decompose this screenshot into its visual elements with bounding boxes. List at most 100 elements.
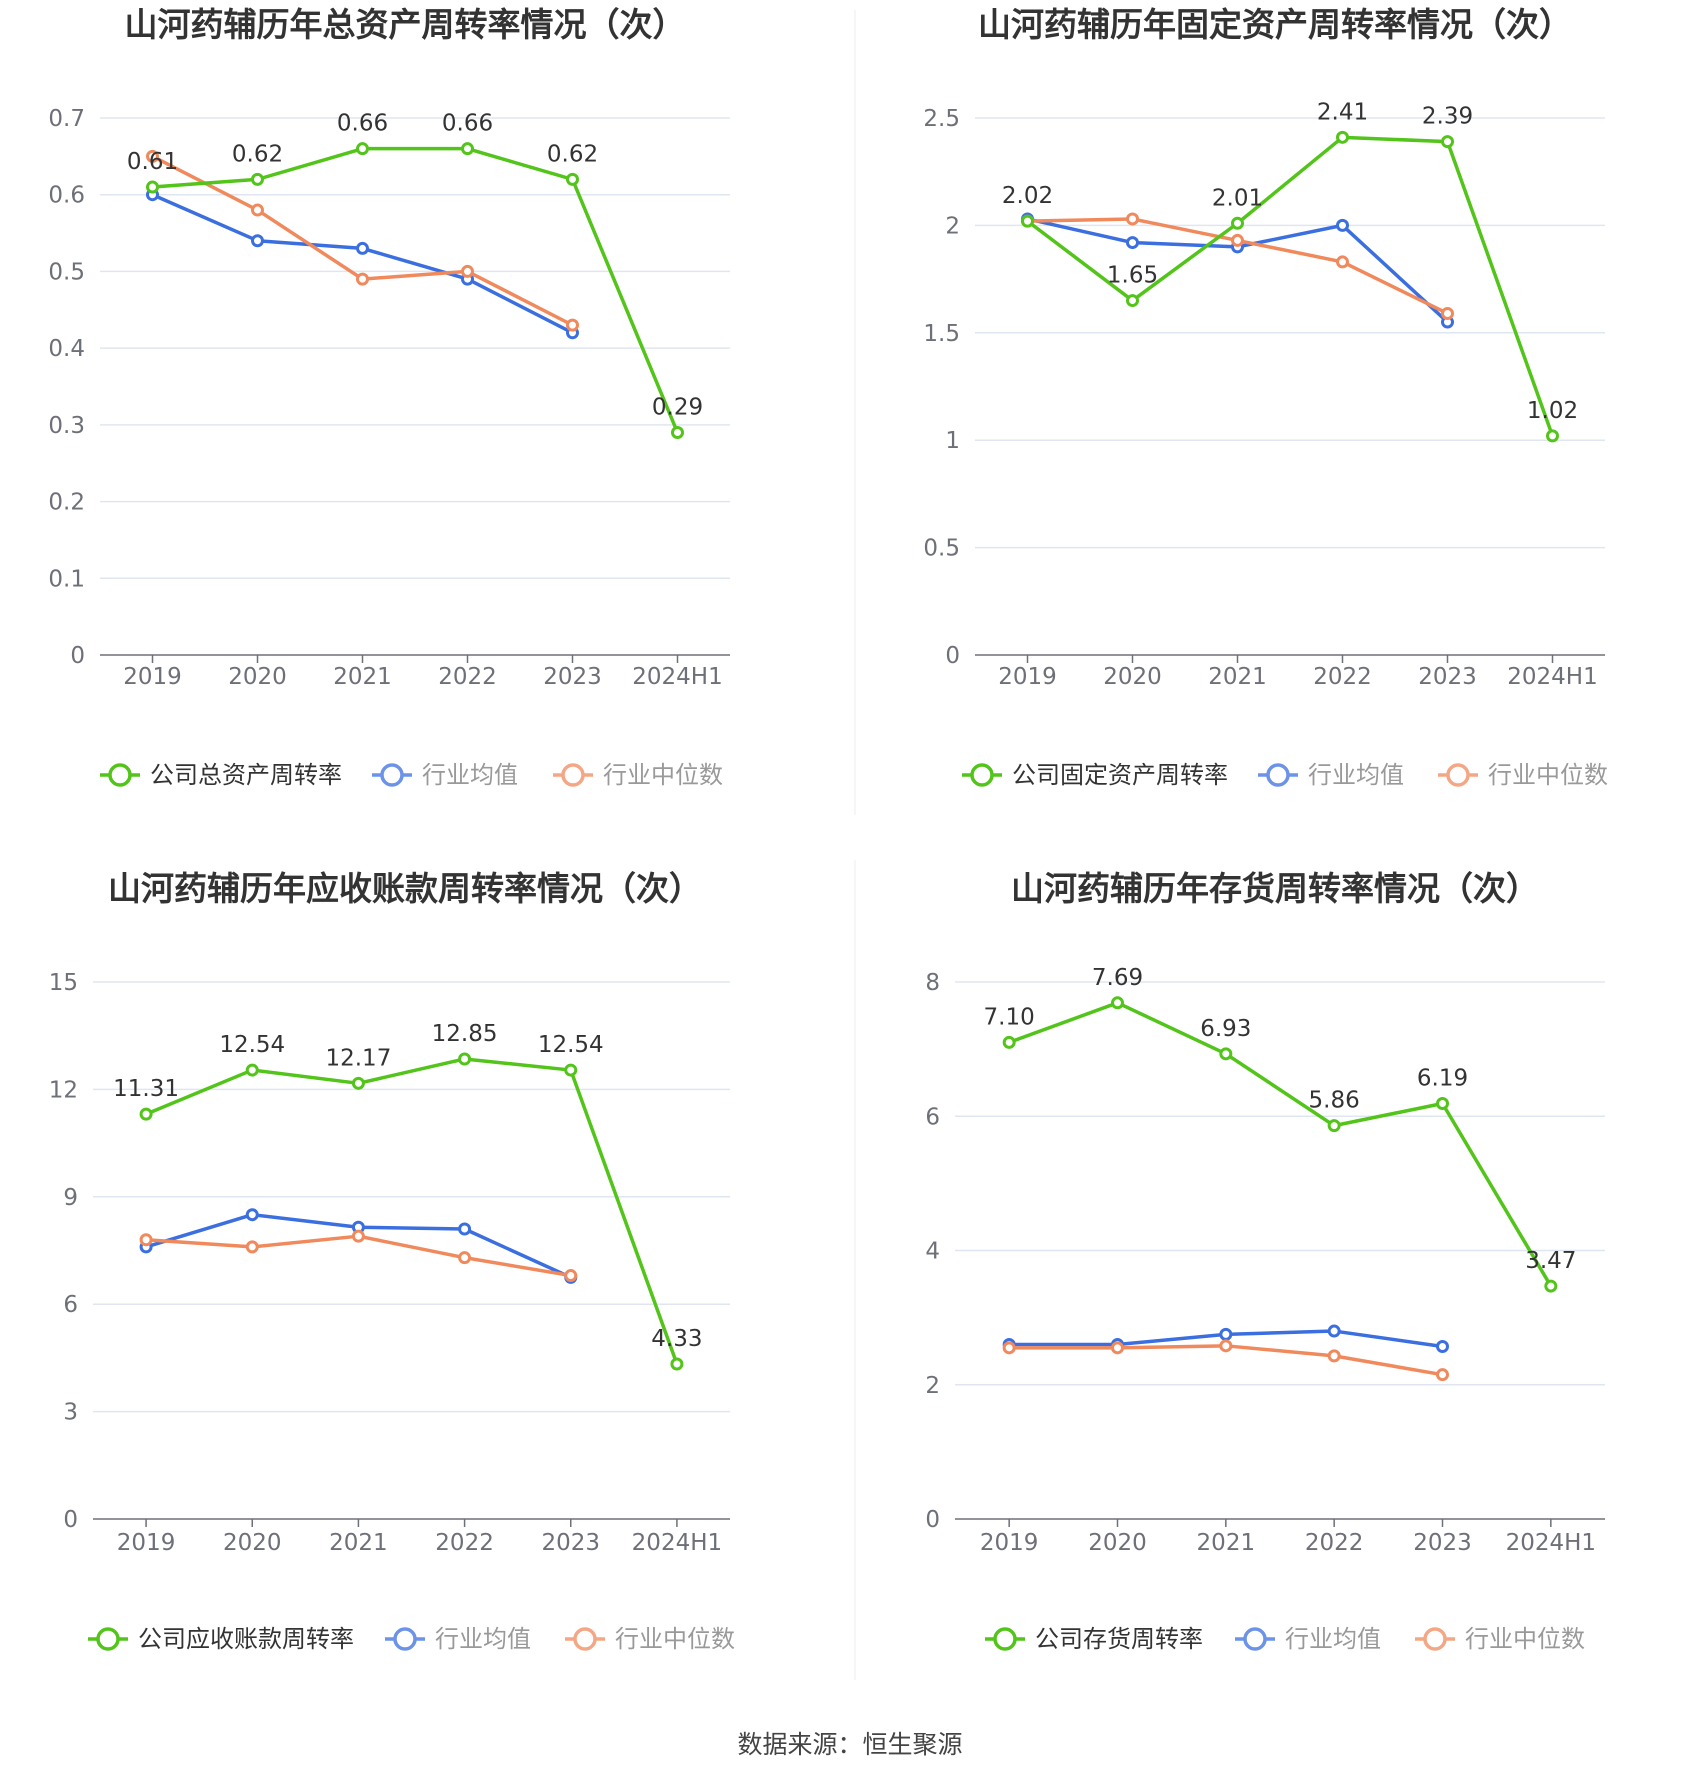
data-label: 6.93 [1200,1016,1251,1042]
y-tick-label: 0 [70,643,85,669]
x-tick-label: 2021 [333,664,392,690]
data-point-median [146,149,159,163]
series-line-company [145,1057,679,1365]
legend-label: 行业中位数 [1488,761,1608,789]
data-point-company [458,1052,472,1066]
x-tick-label: 2024H1 [1506,1530,1596,1556]
x-tick-label: 2022 [438,664,497,690]
chart-title: 山河药辅历年应收账款周转率情况（次） [108,869,702,908]
legend-item-company: 公司存货周转率 [985,1625,1203,1653]
data-label: 3.47 [1525,1248,1576,1274]
data-point-median [1231,233,1244,247]
data-point-company [1021,214,1034,228]
data-label: 2.39 [1422,104,1473,130]
legend-label: 公司固定资产周转率 [1012,761,1228,789]
chart-title: 山河药辅历年总资产周转率情况（次） [125,5,686,44]
legend-swatch-marker [1243,1627,1267,1651]
legend-swatch-marker [96,1627,120,1651]
data-label: 12.54 [538,1032,604,1058]
x-tick-label: 2021 [329,1530,388,1556]
data-point-median [1111,1341,1124,1355]
x-tick-label: 2022 [1313,664,1372,690]
legend-item-company: 公司固定资产周转率 [962,761,1228,789]
x-tick-label: 2019 [123,664,182,690]
data-point-company [251,172,264,186]
legend-label: 行业中位数 [603,761,723,789]
legend-item-median: 行业中位数 [1438,761,1608,789]
data-point-median [356,272,369,286]
data-point-median [564,1269,578,1283]
data-point-company [564,1063,578,1077]
legend-item-company: 公司总资产周转率 [100,761,342,789]
legend-swatch-marker [970,763,994,787]
data-point-median [245,1240,259,1254]
data-point-company [670,1357,684,1371]
data-label: 1.02 [1527,398,1578,424]
y-tick-label: 0 [63,1507,78,1533]
x-tick-label: 2023 [541,1530,600,1556]
data-point-avg [1336,218,1349,232]
data-point-median [351,1229,365,1243]
legend-item-avg: 行业均值 [385,1625,531,1653]
x-tick-label: 2023 [1413,1530,1472,1556]
data-point-median [1336,255,1349,269]
x-tick-label: 2019 [998,664,1057,690]
series-line-avg [151,193,574,335]
data-point-median [461,264,474,278]
y-tick-label: 0.1 [48,566,85,592]
y-tick-label: 9 [63,1185,78,1211]
y-tick-label: 2 [925,1373,940,1399]
chart-title: 山河药辅历年固定资产周转率情况（次） [978,5,1572,44]
data-label: 12.17 [325,1045,391,1071]
data-point-avg [458,1222,472,1236]
legend-label: 公司存货周转率 [1035,1625,1203,1653]
data-label: 12.85 [432,1021,498,1047]
data-label: 2.01 [1212,185,1263,211]
y-tick-label: 0.3 [48,413,85,439]
y-tick-label: 0.2 [48,490,85,516]
data-point-avg [1219,1327,1233,1341]
data-point-median [1327,1349,1341,1363]
data-point-company [245,1063,259,1077]
data-label: 7.10 [984,1004,1035,1030]
legend-label: 行业中位数 [615,1625,735,1653]
legend-label: 行业均值 [1285,1625,1381,1653]
data-label: 5.86 [1309,1088,1360,1114]
x-tick-label: 2020 [228,664,287,690]
data-point-avg [1436,1339,1449,1353]
y-tick-label: 0 [925,1507,940,1533]
x-tick-label: 2022 [435,1530,494,1556]
series-line-company [1008,1001,1553,1287]
series-line-company [1026,135,1555,437]
y-tick-label: 8 [925,970,940,996]
data-point-company [1219,1047,1233,1061]
chart-panel-2: 山河药辅历年固定资产周转率情况（次） 0 0.5 1 1.5 2 2.5 2019 2020 20… [923,5,1608,789]
legend-swatch-marker [108,763,132,787]
data-point-avg [356,241,369,255]
data-label: 0.66 [337,111,388,137]
legend-label: 公司应收账款周转率 [138,1625,354,1653]
data-point-company [1111,996,1124,1010]
legend-item-median: 行业中位数 [1415,1625,1585,1653]
data-point-company [1126,294,1139,308]
data-label: 1.65 [1107,263,1158,289]
y-tick-label: 6 [925,1104,940,1130]
data-label: 4.33 [651,1326,702,1352]
data-point-company [1231,216,1244,230]
source-note: 数据来源：恒生聚源 [737,1730,962,1759]
data-point-company [1436,1096,1449,1110]
data-point-avg [1126,236,1139,250]
x-tick-label: 2020 [1103,664,1162,690]
data-point-company [1327,1119,1341,1133]
x-tick-label: 2024H1 [632,1530,722,1556]
y-tick-label: 15 [49,970,78,996]
data-point-median [1441,306,1454,320]
y-tick-label: 3 [63,1400,78,1426]
y-tick-label: 6 [63,1292,78,1318]
legend-label: 行业均值 [422,761,518,789]
data-point-median [1436,1368,1449,1382]
data-label: 11.31 [113,1076,179,1102]
x-tick-label: 2023 [543,664,602,690]
data-label: 0.62 [547,141,598,167]
